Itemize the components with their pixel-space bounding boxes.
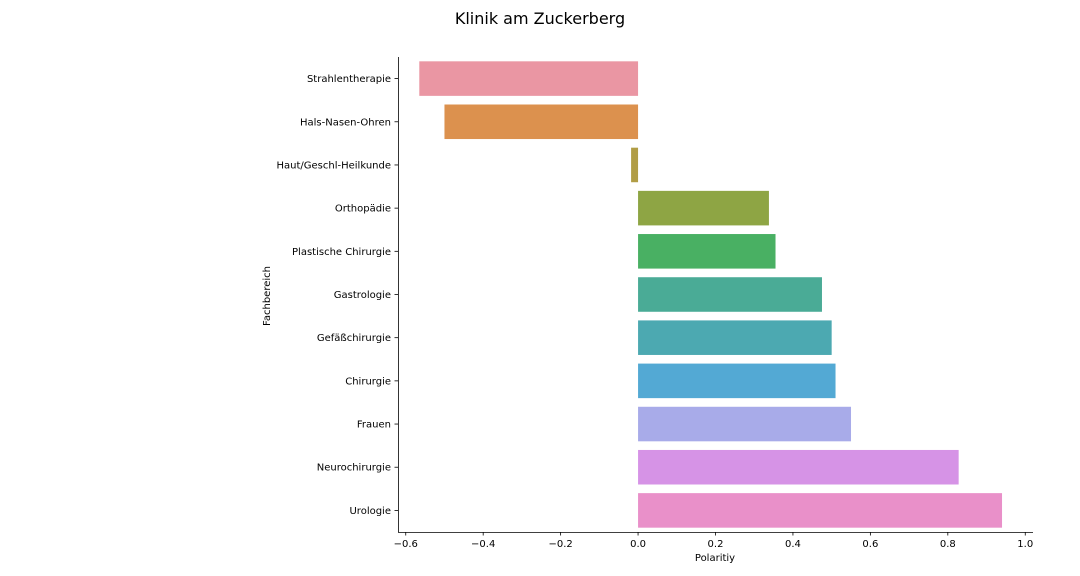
bar-2 bbox=[631, 147, 639, 183]
x-tick-label-3: 0.0 bbox=[630, 539, 646, 550]
x-tick-label-8: 1.0 bbox=[1017, 539, 1033, 550]
y-tick-label-0: Strahlentherapie bbox=[307, 74, 391, 85]
bar-9 bbox=[638, 449, 959, 485]
bar-8 bbox=[638, 406, 852, 442]
x-tick-label-0: −0.6 bbox=[394, 539, 418, 550]
bar-0 bbox=[419, 61, 639, 96]
bar-7 bbox=[638, 363, 836, 399]
y-ticks-group: Strahlentherapie Hals-Nasen-Ohren Haut/Ges… bbox=[277, 74, 398, 517]
y-tick-label-2: Haut/Geschl-Heilkunde bbox=[277, 160, 392, 171]
y-tick-label-1: Hals-Nasen-Ohren bbox=[300, 117, 391, 128]
y-axis-label: Fachbereich bbox=[262, 266, 273, 326]
y-tick-label-5: Gastrologie bbox=[334, 290, 391, 301]
x-tick-label-5: 0.4 bbox=[785, 539, 801, 550]
bar-3 bbox=[638, 190, 769, 226]
x-tick-label-4: 0.2 bbox=[708, 539, 724, 550]
y-tick-label-10: Urologie bbox=[349, 506, 391, 517]
x-tick-label-7: 0.8 bbox=[940, 539, 956, 550]
x-ticks-group: −0.6 −0.4 −0.2 0.0 0.2 0.4 0.6 0.8 1.0 bbox=[394, 532, 1033, 550]
y-tick-label-8: Frauen bbox=[357, 420, 391, 431]
bar-1 bbox=[444, 104, 639, 140]
y-tick-label-9: Neurochirurgie bbox=[317, 463, 391, 474]
bars-group bbox=[419, 61, 1003, 528]
chart-title: Klinik am Zuckerberg bbox=[455, 9, 625, 28]
bar-5 bbox=[638, 277, 822, 312]
x-tick-label-1: −0.4 bbox=[471, 539, 495, 550]
y-tick-label-3: Orthopädie bbox=[335, 204, 391, 215]
y-tick-label-7: Chirurgie bbox=[345, 376, 391, 387]
bar-4 bbox=[638, 234, 776, 269]
bar-10 bbox=[638, 493, 1003, 528]
x-tick-label-6: 0.6 bbox=[862, 539, 878, 550]
y-tick-label-4: Plastische Chirurgie bbox=[292, 247, 391, 258]
bar-6 bbox=[638, 320, 832, 355]
y-tick-label-6: Gefäßchirurgie bbox=[317, 333, 391, 344]
x-axis-label: Polaritiy bbox=[695, 553, 735, 564]
x-tick-label-2: −0.2 bbox=[548, 539, 572, 550]
